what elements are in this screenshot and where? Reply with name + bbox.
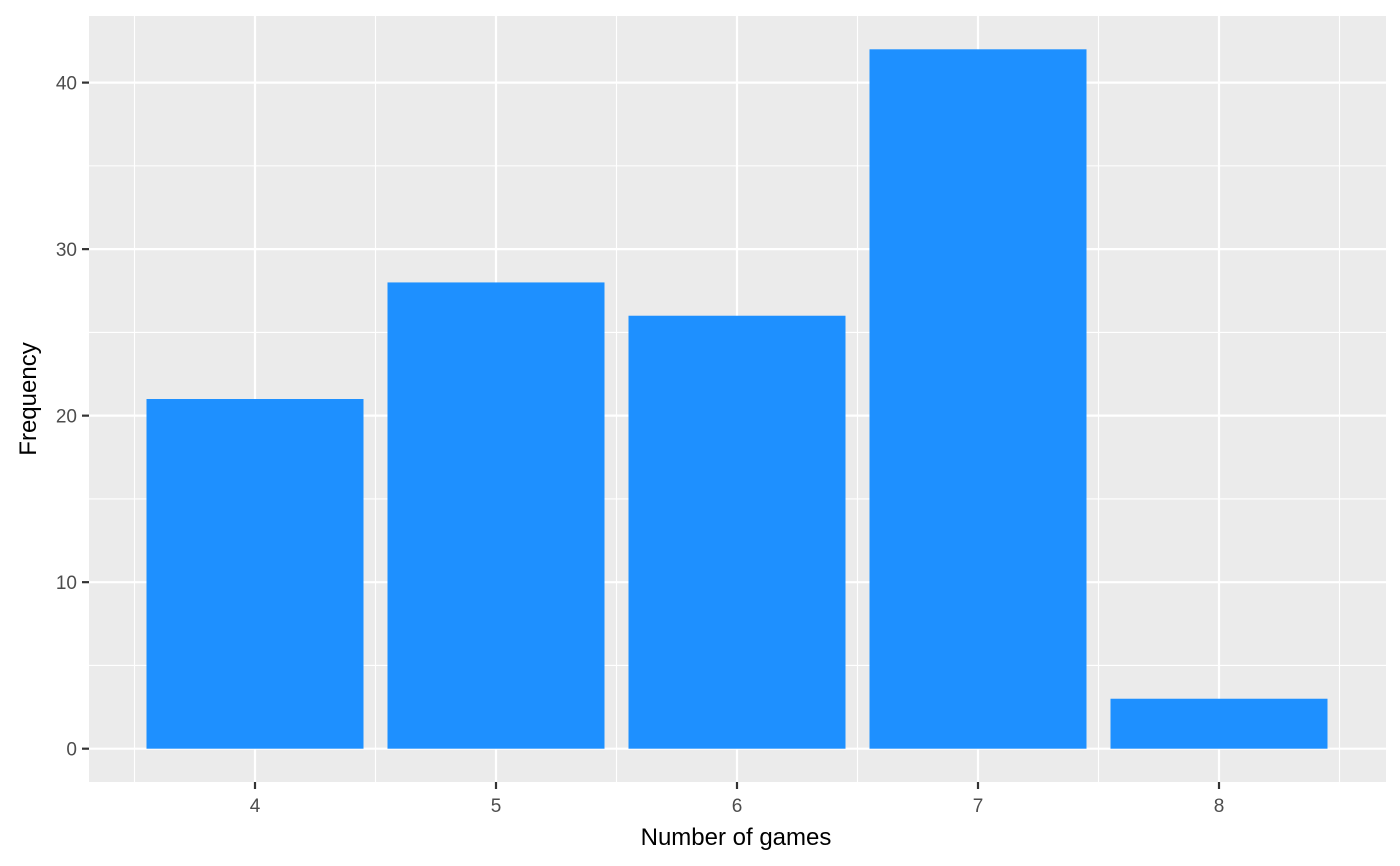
x-tick-label: 7 <box>973 796 984 817</box>
bars <box>146 49 1328 749</box>
y-tick-label: 30 <box>56 240 77 261</box>
bar-8 <box>1110 698 1328 749</box>
y-axis-title: Frequency <box>15 342 42 455</box>
axes: 0 10 20 30 40 4 5 6 7 8 <box>56 74 1224 817</box>
bar-6 <box>628 315 846 749</box>
bar-5 <box>387 282 605 749</box>
x-axis-title: Number of games <box>641 824 832 851</box>
x-tick-label: 6 <box>732 796 743 817</box>
y-tick-label: 20 <box>56 407 77 428</box>
x-tick-label: 4 <box>250 796 261 817</box>
y-tick-label: 10 <box>56 573 77 594</box>
bar-4 <box>146 399 364 749</box>
bar-7 <box>869 49 1087 749</box>
x-tick-label: 8 <box>1214 796 1225 817</box>
y-tick-label: 40 <box>56 74 77 95</box>
x-tick-label: 5 <box>491 796 502 817</box>
y-tick-label: 0 <box>66 740 77 761</box>
